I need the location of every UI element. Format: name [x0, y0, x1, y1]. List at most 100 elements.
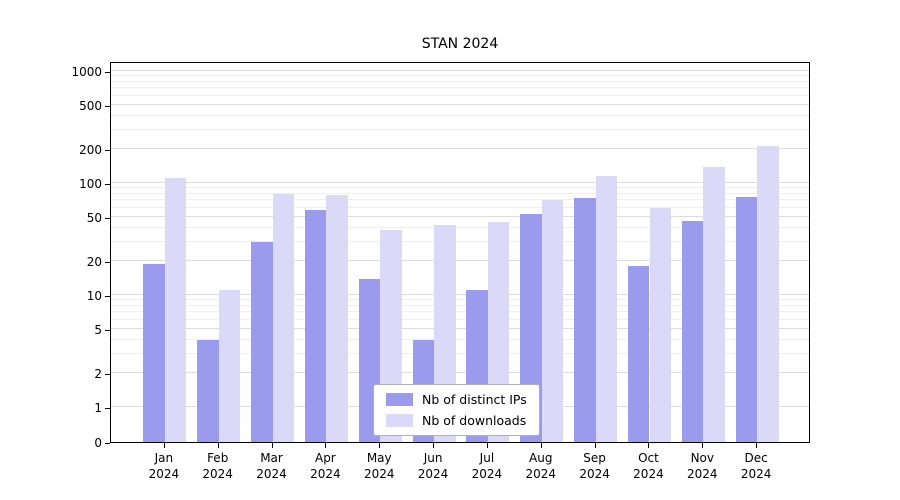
x-tick-mark — [272, 443, 273, 448]
bar-downloads-aug — [541, 200, 564, 442]
y-tick-label: 1 — [94, 401, 102, 415]
y-gridline-major — [111, 182, 809, 183]
x-tick-mark — [541, 443, 542, 448]
y-gridline-minor — [111, 187, 809, 189]
bar-distinct-ips-feb — [197, 339, 219, 442]
bar-downloads-apr — [326, 195, 348, 442]
y-tick-label: 200 — [79, 143, 102, 158]
x-tick-label-feb: Feb 2024 — [202, 451, 233, 481]
legend: Nb of distinct IPs Nb of downloads — [373, 384, 540, 436]
x-tick-label-jul: Jul 2024 — [471, 451, 503, 481]
y-gridline-major — [111, 215, 809, 217]
x-tick-mark — [325, 443, 326, 448]
y-tick-label: 20 — [86, 255, 102, 270]
y-tick-label: 500 — [79, 98, 102, 113]
y-gridline-minor — [111, 311, 809, 313]
x-tick-mark — [487, 443, 488, 448]
y-gridline-major — [111, 103, 809, 105]
bar-distinct-ips-sep — [574, 198, 596, 442]
x-tick-mark — [595, 443, 596, 448]
legend-item-downloads: Nb of downloads — [386, 413, 527, 428]
y-tick-mark — [105, 408, 110, 409]
y-tick-label: 2 — [94, 367, 102, 382]
y-gridline-major — [111, 148, 809, 150]
chart-title: STAN 2024 — [421, 36, 499, 52]
y-tick-label: 0 — [94, 436, 102, 450]
x-tick-label-may: May 2024 — [363, 451, 395, 481]
y-tick-label: 5 — [94, 322, 102, 337]
legend-label-distinct-ips: Nb of distinct IPs — [422, 392, 527, 407]
bar-distinct-ips-oct — [627, 266, 650, 442]
x-tick-mark — [218, 443, 219, 448]
y-tick-mark — [105, 184, 110, 185]
bar-downloads-nov — [703, 166, 725, 442]
bar-downloads-jan — [164, 178, 187, 442]
x-tick-mark — [702, 443, 703, 448]
y-tick-mark — [105, 330, 110, 331]
y-gridline-minor — [111, 299, 809, 301]
legend-item-distinct-ips: Nb of distinct IPs — [386, 392, 527, 407]
y-gridline-minor — [111, 304, 809, 306]
legend-label-downloads: Nb of downloads — [422, 413, 527, 428]
bar-distinct-ips-mar — [251, 241, 273, 442]
y-tick-mark — [105, 262, 110, 263]
x-tick-label-aug: Aug 2024 — [525, 451, 557, 481]
y-tick-label: 100 — [79, 177, 102, 191]
y-tick-mark — [105, 218, 110, 219]
y-gridline-minor — [111, 75, 809, 77]
y-gridline-minor — [111, 94, 809, 96]
x-tick-label-mar: Mar 2024 — [256, 451, 287, 481]
y-tick-mark — [105, 296, 110, 297]
x-tick-mark — [379, 443, 380, 448]
x-tick-mark — [433, 443, 434, 448]
bar-downloads-mar — [272, 193, 294, 442]
y-gridline-minor — [111, 199, 809, 201]
y-gridline-minor — [111, 114, 809, 116]
x-tick-mark — [756, 443, 757, 448]
y-gridline-major — [111, 372, 809, 374]
legend-swatch-distinct-ips — [386, 393, 413, 406]
bar-downloads-sep — [595, 176, 618, 442]
x-tick-label-nov: Nov 2024 — [687, 451, 718, 481]
y-gridline-minor — [111, 352, 809, 354]
x-tick-label-apr: Apr 2024 — [310, 451, 341, 481]
bar-distinct-ips-jan — [143, 263, 165, 442]
y-tick-mark — [105, 106, 110, 107]
y-tick-mark — [105, 374, 110, 375]
x-tick-mark — [648, 443, 649, 448]
y-tick-label: 50 — [86, 210, 102, 225]
y-gridline-minor — [111, 80, 809, 82]
x-tick-label-sep: Sep 2024 — [579, 451, 610, 481]
y-gridline-minor — [111, 128, 809, 130]
y-gridline-minor — [111, 226, 809, 228]
y-gridline-major — [111, 294, 809, 295]
bar-distinct-ips-dec — [735, 197, 758, 442]
bar-distinct-ips-apr — [304, 210, 327, 442]
bar-downloads-dec — [757, 145, 779, 442]
y-gridline-major — [111, 327, 809, 329]
x-tick-label-dec: Dec 2024 — [740, 451, 772, 481]
y-tick-label: 10 — [86, 289, 102, 303]
legend-swatch-downloads — [386, 414, 413, 427]
bar-downloads-feb — [218, 290, 241, 442]
x-tick-label-jun: Jun 2024 — [417, 451, 449, 481]
y-gridline-minor — [111, 318, 809, 320]
y-gridline-minor — [111, 338, 809, 340]
y-gridline-major — [111, 260, 809, 262]
bar-downloads-oct — [649, 207, 671, 442]
y-gridline-major — [111, 70, 809, 71]
y-tick-label: 1000 — [71, 65, 102, 79]
y-tick-mark — [105, 72, 110, 73]
bar-distinct-ips-nov — [681, 220, 704, 442]
plot-area: Nb of distinct IPs Nb of downloads — [110, 62, 810, 443]
x-tick-label-oct: Oct 2024 — [633, 451, 664, 481]
y-gridline-minor — [111, 206, 809, 208]
y-gridline-minor — [111, 87, 809, 89]
y-tick-mark — [105, 150, 110, 151]
x-tick-mark — [164, 443, 165, 448]
y-tick-mark — [105, 443, 110, 444]
x-tick-label-jan: Jan 2024 — [148, 451, 180, 481]
y-gridline-minor — [111, 240, 809, 242]
y-gridline-minor — [111, 192, 809, 194]
